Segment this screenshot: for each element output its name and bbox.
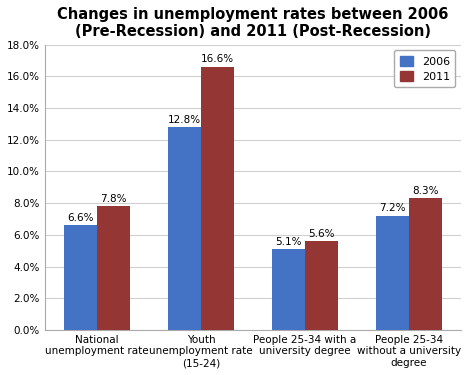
Bar: [272, 249, 305, 330]
Bar: [305, 241, 338, 330]
Bar: [375, 216, 409, 330]
Text: 7.8%: 7.8%: [100, 194, 127, 204]
Bar: [168, 127, 201, 330]
Text: 16.6%: 16.6%: [201, 54, 234, 64]
Text: 5.6%: 5.6%: [308, 229, 335, 239]
Bar: [64, 225, 97, 330]
Legend: 2006, 2011: 2006, 2011: [394, 50, 456, 87]
Bar: [97, 206, 130, 330]
Text: 8.3%: 8.3%: [412, 186, 439, 196]
Text: 6.6%: 6.6%: [67, 213, 93, 223]
Bar: [201, 67, 234, 330]
Text: 7.2%: 7.2%: [379, 204, 405, 213]
Bar: [409, 198, 442, 330]
Text: 5.1%: 5.1%: [275, 237, 301, 247]
Text: 12.8%: 12.8%: [168, 115, 201, 125]
Title: Changes in unemployment rates between 2006
(Pre-Recession) and 2011 (Post-Recess: Changes in unemployment rates between 20…: [57, 7, 448, 39]
